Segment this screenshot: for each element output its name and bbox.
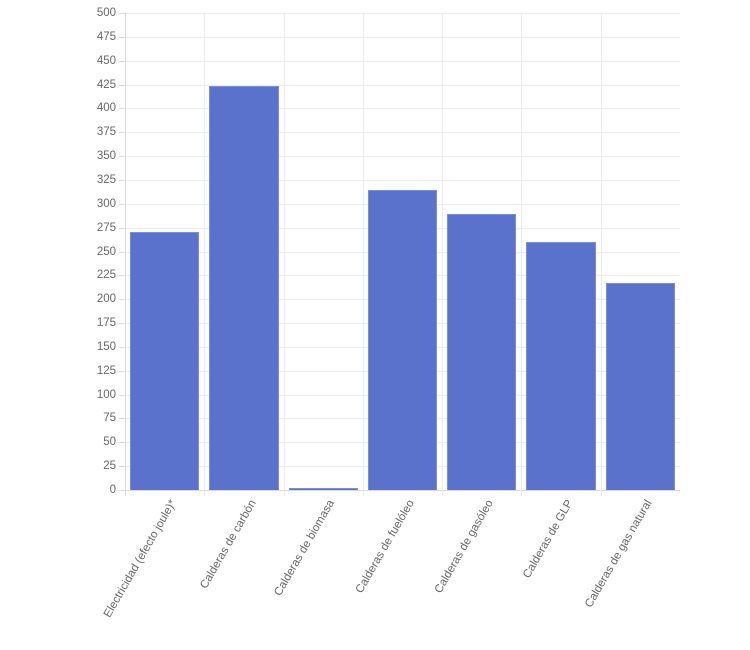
y-tick-label: 0 (109, 484, 116, 496)
y-tick-label: 500 (96, 7, 116, 19)
y-tick-mark (119, 85, 125, 86)
bar[interactable] (288, 488, 358, 491)
y-tick-mark (119, 490, 125, 491)
y-tick-label: 350 (96, 150, 116, 162)
bar[interactable] (447, 214, 517, 490)
y-tick-label: 100 (96, 389, 116, 401)
y-tick-label: 200 (96, 293, 116, 305)
y-tick-mark (119, 323, 125, 324)
gridline-vertical (125, 13, 126, 496)
y-tick-mark (119, 442, 125, 443)
gridline-vertical (601, 13, 602, 496)
bar[interactable] (605, 282, 675, 490)
gridline-horizontal (125, 61, 680, 62)
y-tick-label: 225 (96, 269, 116, 281)
gridline-horizontal (125, 180, 680, 181)
x-tick-label: Calderas de biomasa (272, 498, 338, 599)
x-tick-label: Calderas de carbón (198, 498, 259, 591)
y-tick-label: 175 (96, 317, 116, 329)
y-tick-mark (119, 395, 125, 396)
y-tick-label: 400 (96, 102, 116, 114)
y-tick-label: 250 (96, 246, 116, 258)
y-tick-mark (119, 418, 125, 419)
y-tick-label: 150 (96, 341, 116, 353)
y-tick-label: 450 (96, 55, 116, 67)
x-tick-label: Electricidad (efecto joule)* (101, 498, 179, 620)
gridline-horizontal (125, 156, 680, 157)
y-tick-mark (119, 299, 125, 300)
y-tick-mark (119, 37, 125, 38)
y-tick-mark (119, 371, 125, 372)
gridline-horizontal (125, 132, 680, 133)
y-tick-mark (119, 204, 125, 205)
y-tick-mark (119, 347, 125, 348)
y-tick-label: 375 (96, 126, 116, 138)
x-tick-label: Calderas de gasóleo (432, 498, 496, 596)
gridline-vertical (521, 13, 522, 496)
y-tick-label: 25 (103, 460, 116, 472)
y-tick-mark (119, 466, 125, 467)
x-tick-label: Calderas de GLP (521, 498, 576, 581)
y-tick-label: 325 (96, 174, 116, 186)
y-tick-mark (119, 180, 125, 181)
bar[interactable] (526, 241, 596, 490)
bar[interactable] (130, 232, 200, 490)
gridline-vertical (442, 13, 443, 496)
gridline-horizontal (125, 13, 680, 14)
gridline-vertical (204, 13, 205, 496)
y-tick-mark (119, 132, 125, 133)
gridline-horizontal (125, 490, 680, 491)
gridline-horizontal (125, 108, 680, 109)
gridline-horizontal (125, 37, 680, 38)
x-tick-label: Calderas de fuelóleo (353, 498, 417, 596)
gridline-horizontal (125, 85, 680, 86)
y-tick-label: 75 (103, 412, 116, 424)
y-tick-label: 275 (96, 222, 116, 234)
y-tick-label: 300 (96, 198, 116, 210)
y-tick-mark (119, 275, 125, 276)
y-tick-mark (119, 13, 125, 14)
y-tick-mark (119, 108, 125, 109)
y-tick-mark (119, 228, 125, 229)
y-tick-mark (119, 61, 125, 62)
bar[interactable] (367, 190, 438, 490)
gridline-vertical (284, 13, 285, 496)
y-tick-mark (119, 252, 125, 253)
y-tick-label: 475 (96, 31, 116, 43)
y-tick-label: 50 (103, 436, 116, 448)
y-tick-label: 125 (96, 365, 116, 377)
bar[interactable] (209, 86, 279, 490)
y-tick-mark (119, 156, 125, 157)
y-tick-label: 425 (96, 79, 116, 91)
x-tick-label: Calderas de gas natural (583, 498, 655, 610)
gridline-vertical (363, 13, 364, 496)
